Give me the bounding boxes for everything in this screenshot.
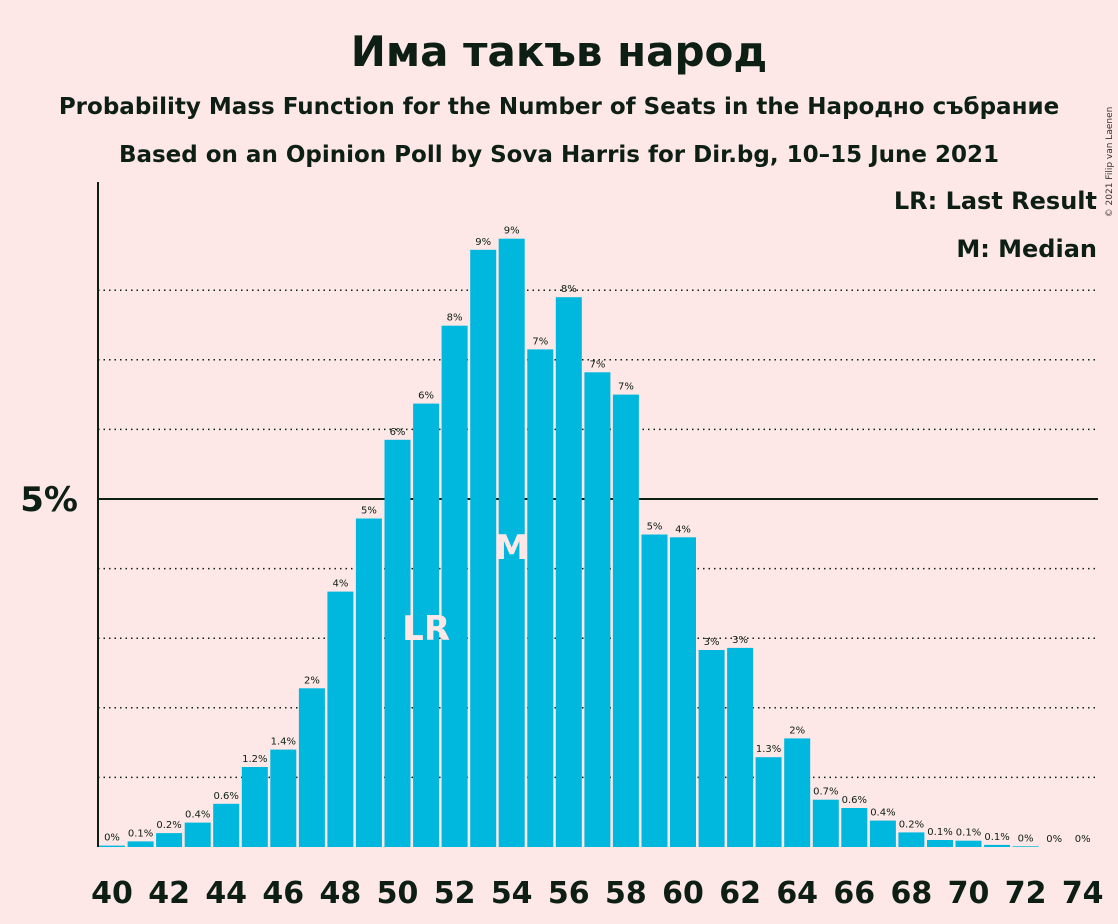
bar-label-seat-43: 0.4% <box>185 810 210 821</box>
bar-label-seat-66: 0.6% <box>842 795 867 806</box>
bar-seat-69 <box>927 840 953 847</box>
legend-median: M: Median <box>956 235 1097 263</box>
bar-seat-70 <box>956 841 982 847</box>
y-tick-label-5pct: 5% <box>20 480 78 520</box>
bar-label-seat-50: 6% <box>390 427 406 438</box>
last-result-marker: LR <box>402 609 450 649</box>
bar-label-seat-68: 0.2% <box>899 819 924 830</box>
x-tick-68: 68 <box>891 876 933 911</box>
x-tick-42: 42 <box>148 876 190 911</box>
bar-label-seat-70: 0.1% <box>956 828 981 839</box>
bar-seat-55 <box>527 349 553 847</box>
chart-title: Има такъв народ <box>351 27 768 76</box>
bar-label-seat-64: 2% <box>789 725 805 736</box>
bar-label-seat-46: 1.4% <box>271 737 296 748</box>
bar-seat-45 <box>242 767 268 847</box>
bar-seat-63 <box>756 757 782 847</box>
bar-label-seat-51: 6% <box>418 391 434 402</box>
chart-subtitle-1: Probability Mass Function for the Number… <box>59 94 1059 120</box>
bar-seat-58 <box>613 395 639 847</box>
bar-seat-59 <box>642 535 668 848</box>
bar-label-seat-67: 0.4% <box>870 808 895 819</box>
bar-label-seat-71: 0.1% <box>984 832 1009 843</box>
x-tick-44: 44 <box>205 876 247 911</box>
bar-label-seat-57: 7% <box>589 359 605 370</box>
bar-label-seat-40: 0% <box>104 833 120 844</box>
x-tick-60: 60 <box>662 876 704 911</box>
x-tick-56: 56 <box>548 876 590 911</box>
x-tick-48: 48 <box>320 876 362 911</box>
bar-label-seat-65: 0.7% <box>813 787 838 798</box>
bar-label-seat-62: 3% <box>732 635 748 646</box>
bar-label-seat-42: 0.2% <box>156 820 181 831</box>
median-marker: M <box>495 528 529 568</box>
bar-label-seat-53: 9% <box>475 237 491 248</box>
x-tick-74: 74 <box>1062 876 1104 911</box>
bar-label-seat-72: 0% <box>1018 833 1034 844</box>
bar-label-seat-45: 1.2% <box>242 754 267 765</box>
bar-label-seat-60: 4% <box>675 524 691 535</box>
bar-label-seat-74: 0% <box>1075 834 1091 845</box>
bar-seat-49 <box>356 519 382 848</box>
bar-seat-42 <box>156 833 182 847</box>
bar-label-seat-58: 7% <box>618 382 634 393</box>
bar-label-seat-44: 0.6% <box>213 791 238 802</box>
bar-label-seat-55: 7% <box>532 336 548 347</box>
bar-seat-56 <box>556 297 582 847</box>
chart-subtitle-2: Based on an Opinion Poll by Sova Harris … <box>119 142 999 168</box>
x-tick-40: 40 <box>91 876 133 911</box>
bar-seat-52 <box>442 326 468 847</box>
bar-label-seat-61: 3% <box>704 637 720 648</box>
bar-seat-57 <box>584 372 610 847</box>
bar-label-seat-47: 2% <box>304 675 320 686</box>
x-tick-70: 70 <box>948 876 990 911</box>
x-tick-66: 66 <box>833 876 875 911</box>
bar-label-seat-69: 0.1% <box>927 827 952 838</box>
x-tick-labels: 40 42 44 46 48 50 52 54 56 58 60 62 64 66 68 70 72 74 <box>91 876 1103 911</box>
bar-label-seat-49: 5% <box>361 506 377 517</box>
x-tick-72: 72 <box>1005 876 1047 911</box>
bar-label-seat-52: 8% <box>447 313 463 324</box>
bar-seat-53 <box>470 250 496 847</box>
bar-label-seat-54: 9% <box>504 226 520 237</box>
bar-label-seat-56: 8% <box>561 284 577 295</box>
bar-seat-61 <box>699 650 725 847</box>
bar-seat-47 <box>299 688 325 847</box>
bar-seat-43 <box>185 823 211 847</box>
bar-label-seat-41: 0.1% <box>128 828 153 839</box>
x-tick-50: 50 <box>377 876 419 911</box>
bar-seat-41 <box>128 841 154 847</box>
bar-label-seat-59: 5% <box>647 522 663 533</box>
bar-seat-40 <box>99 846 125 847</box>
bars <box>99 239 1039 847</box>
x-tick-58: 58 <box>605 876 647 911</box>
bar-seat-46 <box>270 750 296 847</box>
bar-seat-44 <box>213 804 239 847</box>
bar-seat-65 <box>813 800 839 847</box>
bar-label-seat-73: 0% <box>1046 834 1062 845</box>
x-tick-54: 54 <box>491 876 533 911</box>
copyright-note: © 2021 Filip van Laenen <box>1105 107 1115 218</box>
bar-seat-64 <box>784 738 810 847</box>
bar-seat-60 <box>670 537 696 847</box>
bar-seat-71 <box>984 845 1010 847</box>
bar-seat-68 <box>898 832 924 847</box>
bar-label-seat-63: 1.3% <box>756 744 781 755</box>
x-tick-62: 62 <box>719 876 761 911</box>
bar-seat-62 <box>727 648 753 847</box>
legend-last-result: LR: Last Result <box>894 187 1097 215</box>
bar-seat-67 <box>870 821 896 847</box>
x-tick-64: 64 <box>776 876 818 911</box>
x-tick-46: 46 <box>262 876 304 911</box>
bar-seat-66 <box>841 808 867 847</box>
bar-label-seat-48: 4% <box>332 579 348 590</box>
bar-seat-48 <box>327 592 353 847</box>
bar-seat-72 <box>1013 846 1039 847</box>
x-tick-52: 52 <box>434 876 476 911</box>
